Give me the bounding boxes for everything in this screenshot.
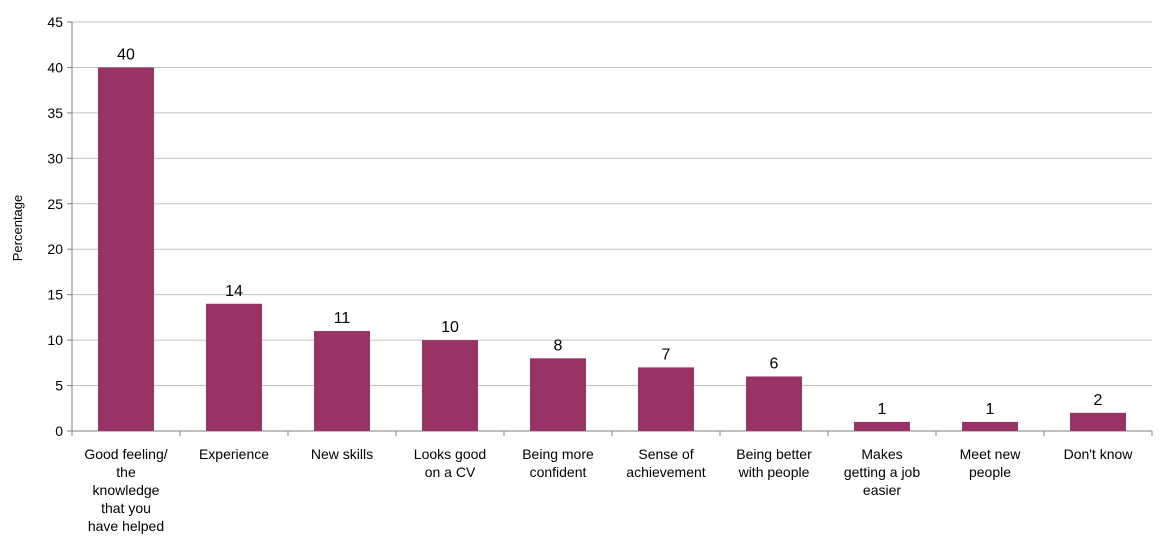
- data-label: 6: [770, 355, 779, 372]
- data-label: 1: [986, 401, 995, 418]
- data-label: 10: [441, 319, 459, 336]
- bars: [98, 67, 1126, 431]
- category-label: Looks good on a CV: [414, 446, 486, 480]
- bar: [98, 67, 154, 431]
- y-tick-label: 35: [47, 105, 63, 121]
- y-tick-label: 10: [47, 332, 63, 348]
- category-label: Don't know: [1064, 446, 1134, 462]
- data-label: 14: [225, 283, 243, 300]
- bar: [530, 358, 586, 431]
- category-label: Makes getting a job easier: [844, 446, 920, 498]
- y-tick-label: 5: [55, 378, 63, 394]
- data-label: 2: [1094, 392, 1103, 409]
- y-tick-label: 15: [47, 287, 63, 303]
- category-label: Sense of achievement: [626, 446, 705, 480]
- category-label: Experience: [199, 446, 269, 462]
- y-tick-label: 0: [55, 423, 63, 439]
- labels: 0 5 10 15 20 25 30 35 40 45 40 Good feeling/the know…: [47, 14, 1133, 534]
- data-label: 8: [554, 337, 563, 354]
- y-tick-label: 20: [47, 241, 63, 257]
- bar: [1070, 412, 1126, 431]
- y-tick-label: 30: [47, 150, 63, 166]
- bar: [314, 331, 370, 431]
- bar: [746, 376, 802, 431]
- bar: [638, 367, 694, 431]
- category-label: Being more confident: [522, 446, 594, 480]
- data-label: 1: [878, 401, 887, 418]
- category-label: Being better with people: [736, 446, 812, 480]
- data-label: 11: [334, 310, 351, 327]
- category-label: Meet new people: [960, 446, 1022, 480]
- bar: [422, 340, 478, 431]
- category-label: New skills: [311, 446, 373, 462]
- category-label: Good feeling/the knowledge that you have he…: [84, 446, 167, 534]
- data-label: 7: [662, 346, 671, 363]
- data-label: 40: [117, 46, 135, 63]
- y-tick-label: 40: [47, 59, 63, 75]
- bar: [206, 303, 262, 431]
- bar: [854, 421, 910, 431]
- y-axis-title: Percentage: [10, 195, 25, 262]
- y-tick-label: 45: [47, 14, 63, 30]
- bar: [962, 421, 1018, 431]
- y-tick-label: 25: [47, 196, 63, 212]
